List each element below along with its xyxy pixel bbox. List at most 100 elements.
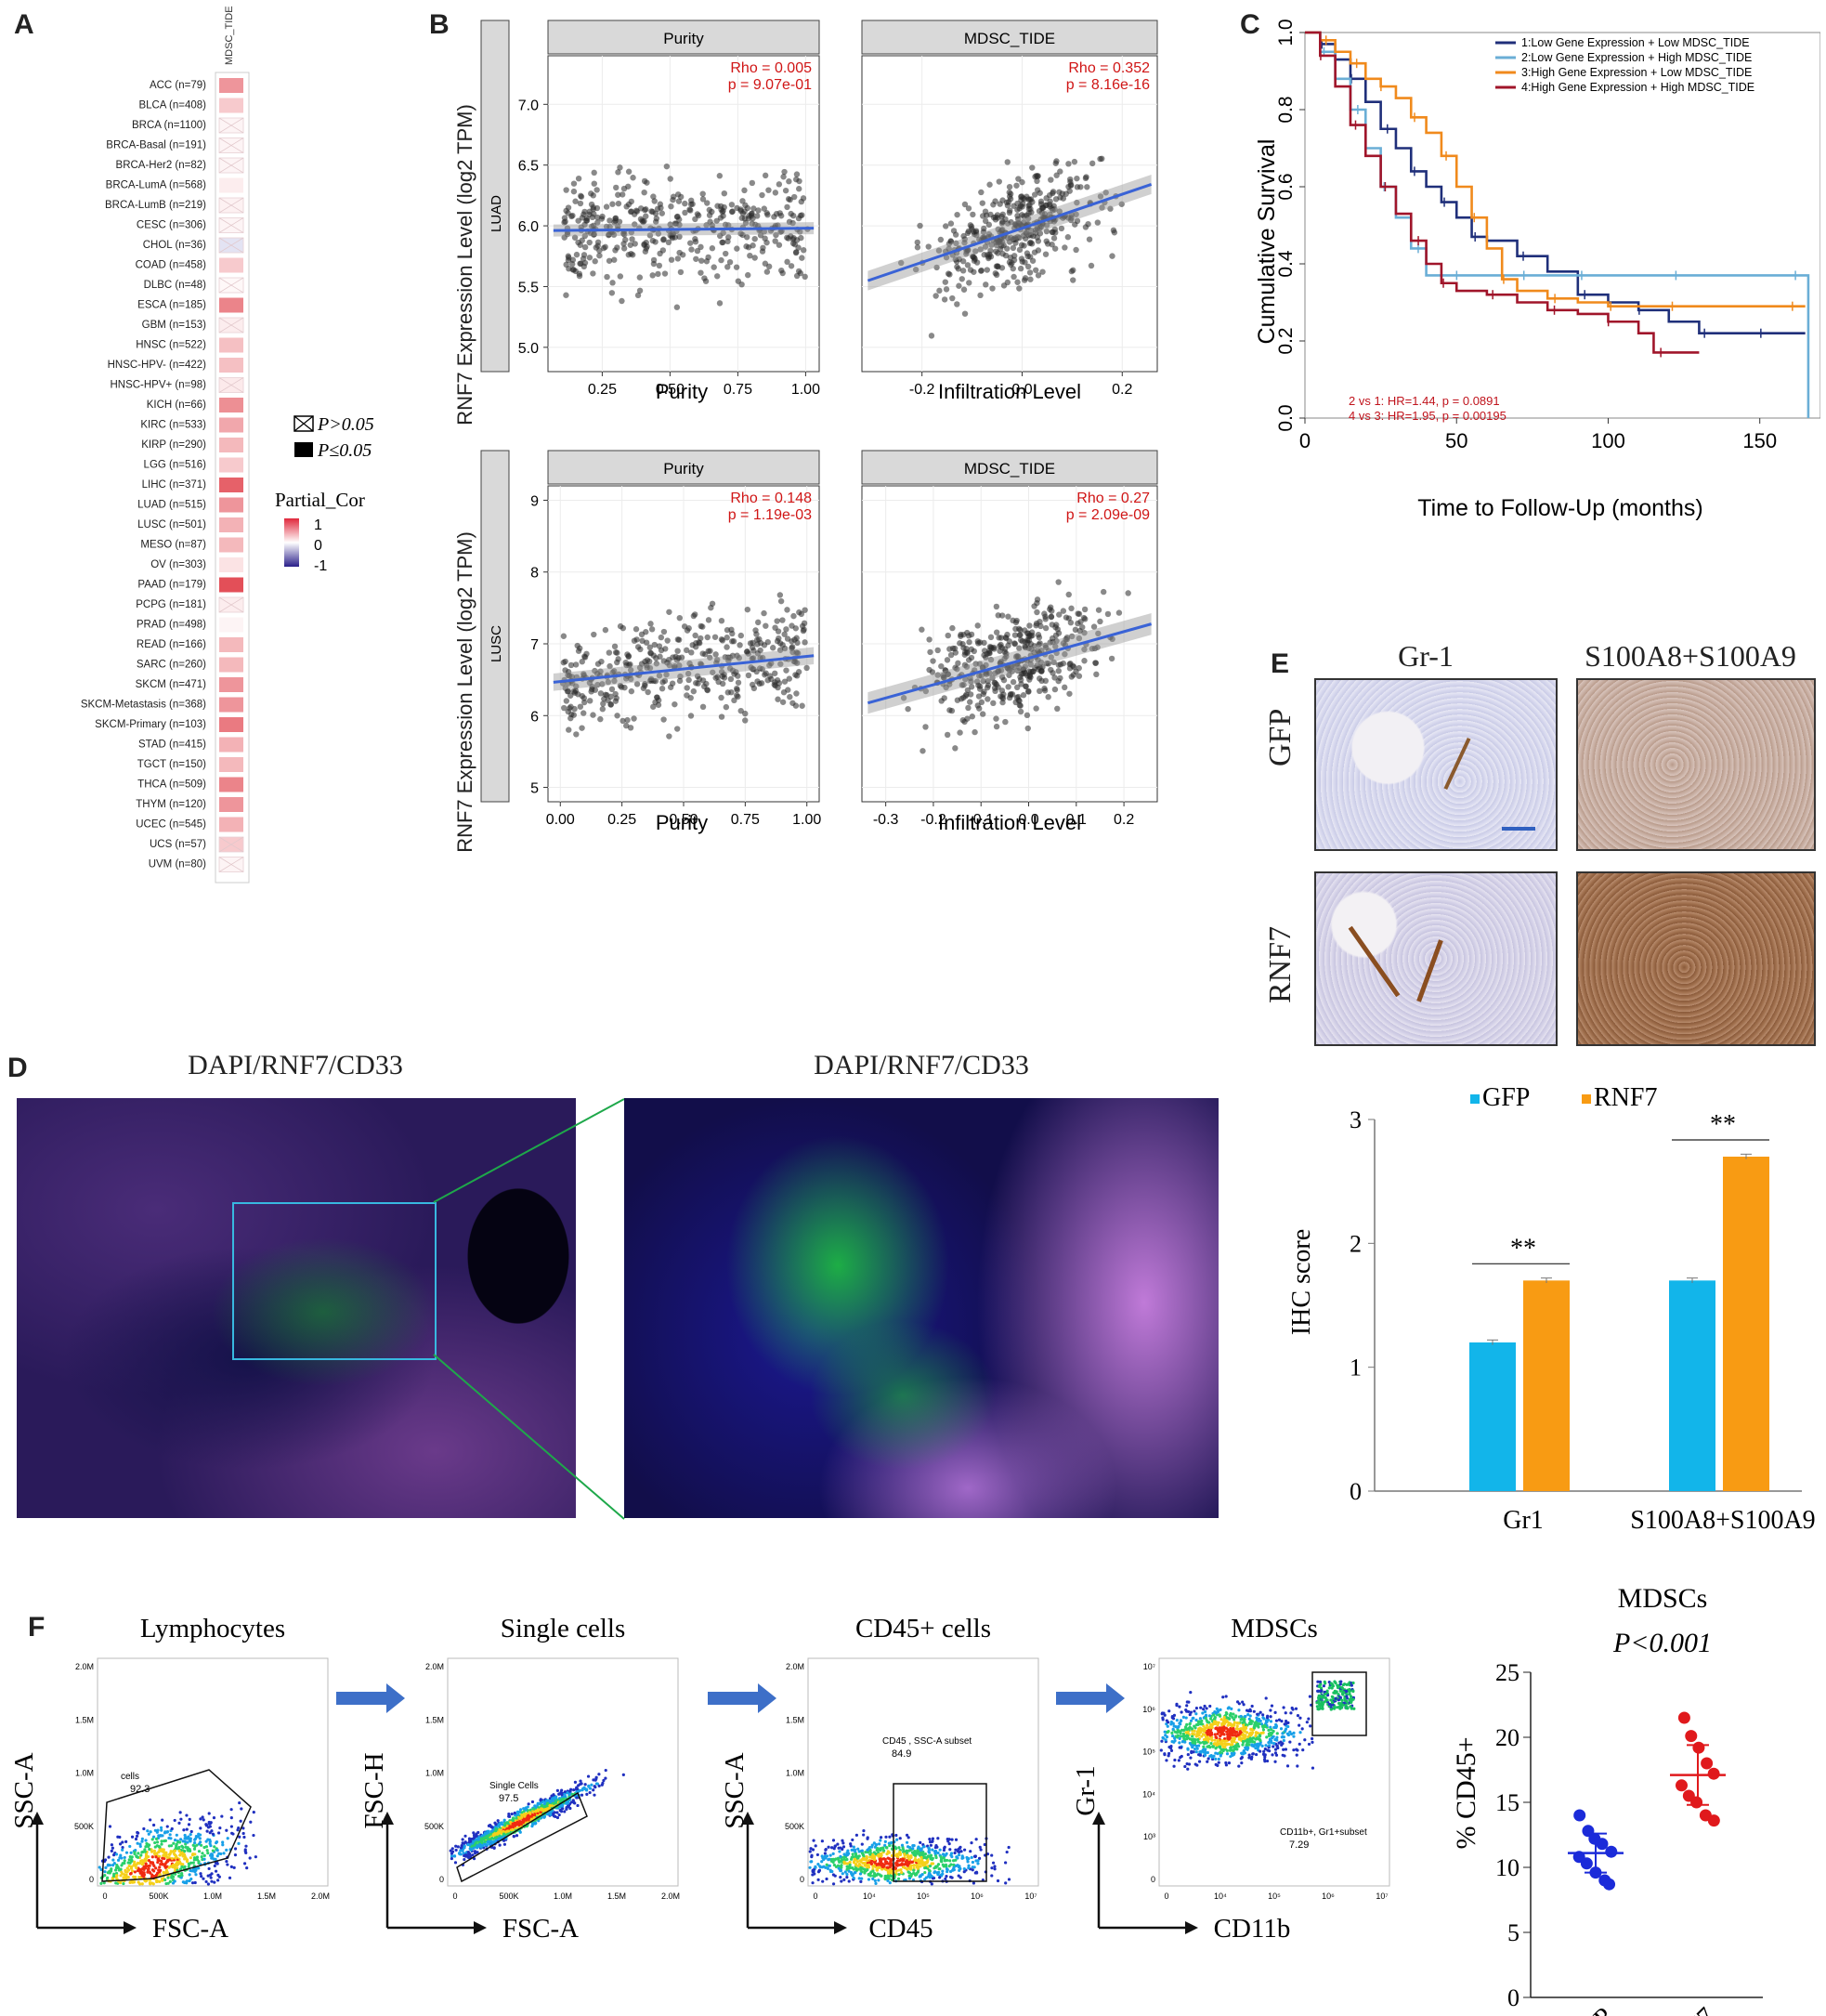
flow-event: [202, 1818, 205, 1822]
scatter-point: [563, 187, 569, 193]
flow-event: [481, 1844, 485, 1848]
scatter-point: [1047, 639, 1053, 646]
x-tick-label: 0.25: [607, 812, 636, 828]
rho-label: Rho = 0.27: [1076, 491, 1150, 506]
x-tick-label: 0.50: [656, 382, 685, 398]
scatter-point: [565, 210, 571, 216]
flow-event: [880, 1867, 884, 1871]
scatter-point: [668, 203, 674, 210]
scatter-point: [659, 685, 666, 692]
scatter-point: [980, 678, 987, 685]
flow-event: [831, 1882, 836, 1886]
significance-stars: **: [1710, 1110, 1736, 1139]
scatter-point: [641, 189, 647, 196]
flow-event: [949, 1875, 953, 1879]
flow-event: [842, 1860, 846, 1864]
flow-event: [903, 1865, 907, 1870]
flow-event: [117, 1868, 121, 1872]
scatter-point: [965, 633, 972, 639]
flow-event: [150, 1855, 154, 1859]
flow-event: [950, 1838, 954, 1841]
flow-event: [886, 1879, 890, 1882]
scatter-point: [711, 634, 719, 640]
scatter-point: [580, 710, 587, 716]
flow-event: [852, 1845, 855, 1849]
flow-event: [128, 1844, 132, 1849]
scatter-point: [981, 252, 987, 258]
km-y-tick-label: 0.4: [1275, 250, 1297, 278]
scatter-point: [605, 678, 612, 686]
scatter-point: [735, 278, 742, 284]
flow-event: [213, 1864, 216, 1868]
flow-event: [520, 1815, 524, 1819]
flow-axis-arrowhead: [124, 1921, 137, 1934]
heatmap-cell-ns-mark: [218, 217, 244, 233]
scatter-point: [1046, 191, 1053, 199]
facet-strip-label: MDSC_TIDE: [964, 30, 1055, 47]
scatter-point: [1048, 613, 1055, 620]
heatmap-row-label: SKCM-Primary (n=103): [95, 719, 206, 730]
flow-event: [476, 1830, 480, 1835]
scatter-point: [586, 239, 593, 246]
scatter-point: [565, 687, 572, 695]
scatter-point: [589, 214, 596, 221]
flow-event: [580, 1793, 584, 1797]
scatter-point: [1063, 614, 1070, 621]
scatter-point: [1037, 618, 1043, 625]
scatter-point: [983, 281, 989, 288]
flow-event: [510, 1812, 514, 1816]
scatter-point: [670, 196, 676, 203]
scatter-point: [935, 247, 943, 254]
scatter-point: [637, 646, 644, 653]
flow-event: [163, 1851, 166, 1854]
flow-event: [167, 1852, 171, 1856]
scatter-point: [1021, 242, 1027, 249]
scatter-point: [772, 190, 779, 196]
flow-event: [144, 1839, 148, 1842]
flow-event: [166, 1876, 170, 1879]
scatter-point: [983, 654, 989, 661]
scatter-point: [1068, 268, 1076, 275]
flow-x-tick-label: 0: [1164, 1892, 1168, 1901]
heatmap-row-label: MESO (n=87): [140, 540, 206, 551]
scatter-point: [1000, 676, 1008, 684]
flow-event: [184, 1842, 188, 1846]
scatter-point: [792, 249, 800, 256]
scatter-point: [776, 242, 783, 248]
flow-event: [479, 1837, 483, 1840]
heatmap-row-label: BRCA-LumA (n=568): [106, 180, 207, 191]
flow-event: [140, 1863, 144, 1866]
scatter-point: [1050, 235, 1058, 242]
scatter-point: [759, 191, 765, 199]
flow-event: [849, 1842, 853, 1846]
flow-event: [857, 1850, 861, 1853]
flow-event: [154, 1866, 158, 1870]
scatter-point: [780, 174, 787, 180]
scatter-point: [637, 216, 645, 223]
scatter-point: [617, 622, 624, 630]
scatter-point: [1034, 609, 1040, 616]
scatter-point: [791, 193, 798, 201]
flow-event: [136, 1830, 139, 1835]
scatter-point: [620, 191, 626, 198]
bar-legend-label: GFP: [1482, 1083, 1530, 1112]
scatter-point: [933, 293, 939, 299]
flow-event: [1193, 1729, 1196, 1733]
flow-event: [561, 1807, 565, 1811]
scatter-point: [800, 195, 807, 202]
scatter-point: [570, 188, 578, 195]
flow-event: [862, 1867, 866, 1871]
scatter-point: [991, 685, 998, 691]
flow-event: [1227, 1761, 1232, 1765]
flow-event: [103, 1858, 108, 1862]
scatter-point: [1049, 242, 1055, 248]
flow-event: [460, 1845, 463, 1849]
x-tick-label: 0.2: [1114, 812, 1134, 828]
flow-event: [467, 1837, 472, 1840]
scatter-point: [1025, 205, 1033, 212]
flow-event: [540, 1808, 543, 1812]
flow-event: [108, 1825, 112, 1828]
heatmap-row-label: READ (n=166): [137, 639, 206, 650]
flow-y-tick-label: 0: [439, 1875, 444, 1884]
flow-plot-title: CD45+ cells: [855, 1614, 991, 1643]
